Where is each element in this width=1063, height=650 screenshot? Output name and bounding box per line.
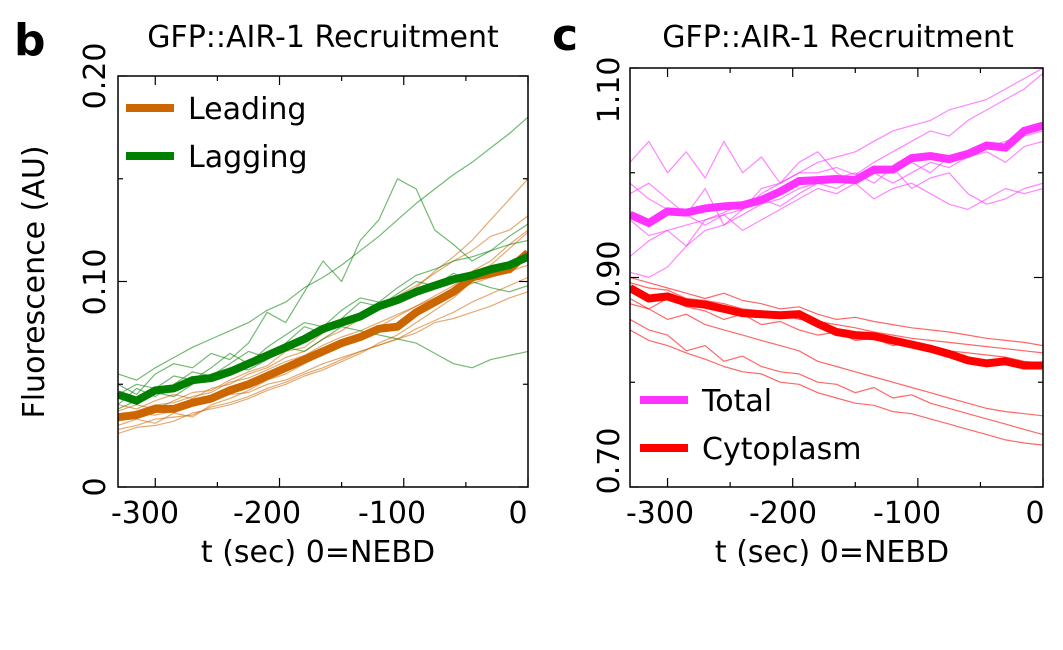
- trace-line: [630, 329, 1043, 446]
- trace-line: [118, 178, 528, 396]
- x-tick-label: -100: [358, 496, 426, 531]
- panel-b: b GFP::AIR-1 Recruitment Fluorescence (A…: [14, 15, 529, 570]
- x-tick-label: -200: [749, 496, 817, 531]
- series-lines: [118, 116, 528, 435]
- trace-line: [630, 140, 1043, 237]
- y-tick-label: 0.90: [592, 241, 627, 308]
- trace-line: [630, 68, 1043, 257]
- y-tick-label: 0: [78, 477, 113, 496]
- series-line-total: [630, 121, 1043, 228]
- trace-line: [630, 182, 1043, 231]
- trace-line: [118, 231, 528, 435]
- legend-label: Cytoplasm: [702, 432, 861, 467]
- x-axis-label-c: t (sec) 0=NEBD: [715, 535, 949, 570]
- trace-line: [118, 239, 528, 396]
- series-line-leading: [118, 249, 528, 422]
- trace-line: [118, 178, 528, 410]
- y-tick-labels-b: 0 0.10 0.20: [78, 43, 113, 497]
- x-axis-label-b: t (sec) 0=NEBD: [201, 535, 435, 570]
- ticks: [118, 75, 529, 488]
- x-tick-labels-c: -300 -200 -100 0: [626, 496, 1045, 531]
- plot-area-c: Total Cytoplasm: [629, 67, 1044, 488]
- trace-line: [118, 326, 528, 410]
- panel-letter-b: b: [14, 15, 46, 66]
- axes-frame: [629, 67, 1044, 488]
- plot-area-b: Leading Lagging: [117, 75, 529, 488]
- ticks: [630, 67, 1044, 488]
- panel-c: c GFP::AIR-1 Recruitment t (sec) 0=NEBD …: [552, 10, 1045, 570]
- trace-line: [118, 291, 528, 422]
- legend-label: Leading: [188, 92, 306, 127]
- x-tick-label: -300: [626, 496, 694, 531]
- x-tick-label: -300: [111, 496, 179, 531]
- trace-line: [630, 276, 1043, 347]
- y-tick-labels-c: 0.70 0.90 1.10: [592, 57, 627, 495]
- y-tick-label: 0.20: [78, 43, 113, 110]
- y-tick-label: 0.70: [592, 428, 627, 495]
- series-lines: [630, 68, 1043, 446]
- trace-line: [630, 318, 1043, 436]
- panel-letter-c: c: [552, 10, 578, 61]
- y-tick-label: 0.10: [78, 249, 113, 316]
- legend: Total Cytoplasm: [640, 384, 861, 467]
- y-tick-label: 1.10: [592, 57, 627, 124]
- trace-line: [630, 140, 1043, 205]
- series-line-cytoplasm: [630, 284, 1043, 370]
- x-tick-label: 0: [1025, 496, 1044, 531]
- legend-label: Lagging: [188, 140, 308, 175]
- chart-title-b: GFP::AIR-1 Recruitment: [147, 20, 499, 55]
- legend-label: Total: [701, 384, 772, 419]
- y-axis-label-b: Fluorescence (AU): [17, 145, 52, 418]
- x-tick-label: -100: [873, 496, 941, 531]
- series-line-lagging: [118, 253, 528, 406]
- trace-line: [118, 116, 528, 381]
- x-tick-label: -200: [233, 496, 301, 531]
- x-tick-label: 0: [508, 496, 527, 531]
- trace-line: [630, 282, 1043, 354]
- legend: Leading Lagging: [126, 92, 308, 175]
- chart-title-c: GFP::AIR-1 Recruitment: [662, 20, 1014, 55]
- x-tick-labels-b: -300 -200 -100 0: [111, 496, 528, 531]
- trace-line: [630, 297, 1043, 417]
- trace-line: [630, 72, 1043, 226]
